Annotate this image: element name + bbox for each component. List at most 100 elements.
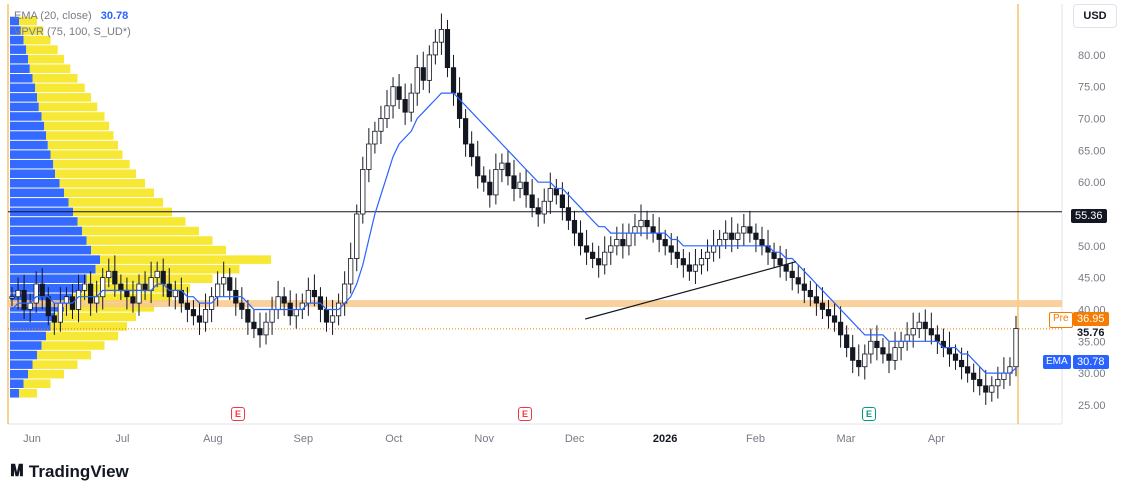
candle-up: [172, 289, 178, 298]
vp-row-down: [64, 188, 154, 198]
candle-down: [45, 296, 51, 317]
earnings-marker-nov[interactable]: E: [518, 407, 532, 421]
candle-down: [759, 239, 765, 247]
candle-up: [378, 118, 384, 132]
vp-row-up: [10, 226, 82, 236]
candle-up: [499, 162, 505, 170]
vp-row-up: [10, 112, 42, 121]
candle-down: [747, 226, 753, 234]
vp-row-down: [28, 369, 64, 379]
vp-row-up: [10, 293, 73, 303]
vp-row-down: [28, 54, 64, 64]
candle-up: [547, 188, 553, 202]
vp-row-down: [59, 179, 145, 188]
vp-row-up: [10, 369, 28, 379]
vp-row-down: [38, 102, 98, 112]
candle-down: [571, 219, 578, 234]
vp-row-down: [23, 379, 51, 388]
candle-up: [366, 143, 372, 170]
vp-row-down: [35, 83, 85, 93]
x-tick-label: Jul: [115, 433, 129, 445]
vp-row-up: [10, 331, 46, 341]
vp-row-down: [32, 74, 78, 83]
candle-down: [934, 334, 940, 342]
ema-legend-row[interactable]: EMA (20, close) 30.78: [14, 8, 131, 24]
ema-legend-value: 30.78: [100, 10, 129, 22]
candle-up: [384, 105, 390, 119]
candle-down: [51, 315, 57, 323]
x-tick-label: Aug: [203, 433, 223, 445]
pre-market-label: Pre: [1049, 312, 1073, 328]
candle-down: [686, 264, 692, 272]
candle-up: [692, 264, 699, 272]
vp-row-down: [82, 284, 190, 293]
candle-down: [239, 302, 245, 310]
earnings-marker-mar[interactable]: E: [862, 407, 876, 421]
candle-down: [511, 175, 517, 189]
candle-down: [620, 239, 626, 247]
candle-down: [124, 289, 130, 298]
candle-down: [850, 347, 856, 361]
vp-row-down: [91, 245, 226, 255]
vp-row-up: [10, 179, 60, 188]
candle-up: [614, 239, 620, 247]
candle-down: [456, 92, 463, 119]
candle-down: [196, 315, 203, 323]
candle-down: [958, 359, 965, 368]
currency-button[interactable]: USD: [1073, 4, 1117, 28]
candle-up: [9, 296, 15, 299]
candle-down: [227, 277, 233, 291]
candle-down: [565, 207, 572, 221]
vp-row-down: [86, 236, 213, 245]
candle-up: [81, 283, 88, 291]
ema-line: [11, 92, 1017, 374]
candle-up: [293, 309, 299, 317]
candle-up: [63, 296, 70, 304]
vp-row-down: [19, 389, 37, 398]
candle-down: [825, 309, 832, 317]
ema-axis-label: EMA: [1043, 355, 1071, 369]
x-tick-label: Mar: [836, 433, 855, 445]
vp-row-up: [10, 188, 64, 198]
candle-down: [928, 328, 934, 336]
candle-down: [402, 99, 408, 113]
candle-up: [904, 334, 910, 342]
vp-row-up: [10, 45, 27, 54]
brand-footer[interactable]: 𝐌 TradingView: [10, 462, 129, 482]
candle-up: [106, 270, 112, 279]
candle-down: [838, 321, 844, 336]
candle-down: [656, 232, 662, 240]
earnings-marker-aug[interactable]: E: [231, 407, 245, 421]
candle-down: [583, 245, 590, 253]
ema-axis-value: 30.78: [1073, 355, 1109, 369]
candle-up: [27, 302, 33, 310]
candle-down: [789, 270, 795, 279]
candle-down: [21, 289, 27, 310]
x-tick-label: Feb: [746, 433, 765, 445]
last-price-tag: 35.76: [1077, 327, 1105, 339]
vp-row-down: [64, 303, 154, 312]
vp-row-down: [55, 169, 136, 178]
vp-row-down: [19, 16, 37, 26]
candle-down: [813, 296, 820, 304]
vp-row-up: [10, 93, 37, 102]
vp-row-down: [82, 226, 199, 236]
vp-row-up: [10, 198, 69, 207]
vp-row-up: [10, 341, 42, 350]
candle-up: [215, 283, 221, 298]
candle-up: [269, 309, 275, 323]
candle-down: [856, 359, 862, 368]
candle-down: [118, 283, 124, 291]
vpvr-legend-row[interactable]: VPVR (75, 100, S_UD*): [14, 24, 131, 40]
candle-down: [886, 353, 892, 361]
vp-row-down: [53, 159, 130, 169]
candle-down: [662, 239, 668, 247]
vp-row-down: [47, 140, 118, 150]
vp-row-down: [41, 112, 105, 121]
candle-down: [88, 283, 94, 304]
vp-row-down: [68, 198, 163, 207]
candle-down: [130, 296, 136, 304]
vp-row-up: [10, 83, 36, 93]
